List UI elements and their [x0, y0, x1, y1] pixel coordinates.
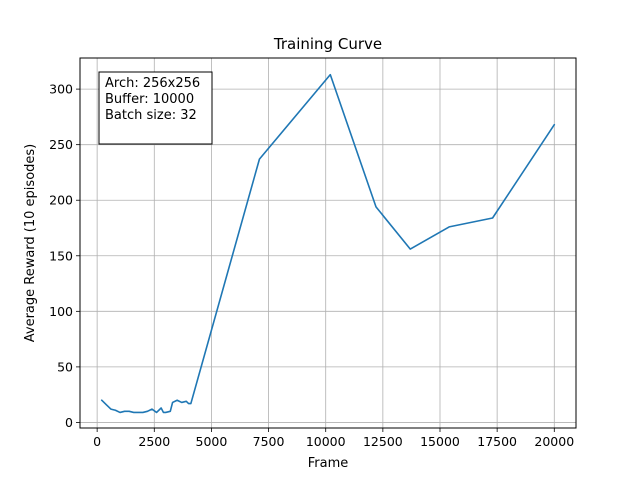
y-tick-label: 50 — [57, 359, 73, 374]
x-tick-label: 20000 — [534, 434, 574, 449]
x-tick-label: 17500 — [477, 434, 517, 449]
grid — [80, 58, 576, 428]
y-tick-label: 200 — [49, 193, 73, 208]
ticks: 0 2500 5000 7500 10000 12500 15000 17500 20000 0 5… — [49, 82, 574, 449]
y-axis-label: Average Reward (10 episodes) — [23, 144, 38, 343]
series-layer — [100, 73, 556, 414]
x-tick-label: 0 — [93, 434, 101, 449]
y-tick-label: 0 — [65, 415, 73, 430]
annotation-batch-size: Batch size: 32 — [105, 108, 197, 123]
annotation-frame — [98, 71, 213, 145]
y-tick-label: 250 — [49, 137, 73, 152]
y-tick-label: 150 — [49, 248, 73, 263]
chart-title: Training Curve — [273, 35, 382, 53]
x-axis-label: Frame — [308, 456, 349, 471]
y-tick-label: 100 — [49, 304, 73, 319]
annotation-buffer: Buffer: 10000 — [105, 92, 194, 107]
y-tick-label: 300 — [49, 82, 73, 97]
x-tick-label: 12500 — [363, 434, 403, 449]
x-tick-label: 15000 — [420, 434, 460, 449]
x-tick-label: 5000 — [196, 434, 228, 449]
x-tick-label: 10000 — [306, 434, 346, 449]
annotation-arch: Arch: 256x256 — [105, 76, 200, 91]
series-line-0 — [100, 73, 556, 414]
x-tick-label: 2500 — [138, 434, 170, 449]
x-tick-label: 7500 — [253, 434, 285, 449]
annotation-box: Arch: 256x256 Buffer: 10000 Batch size: … — [98, 71, 213, 145]
plot-area-frame — [79, 57, 577, 429]
